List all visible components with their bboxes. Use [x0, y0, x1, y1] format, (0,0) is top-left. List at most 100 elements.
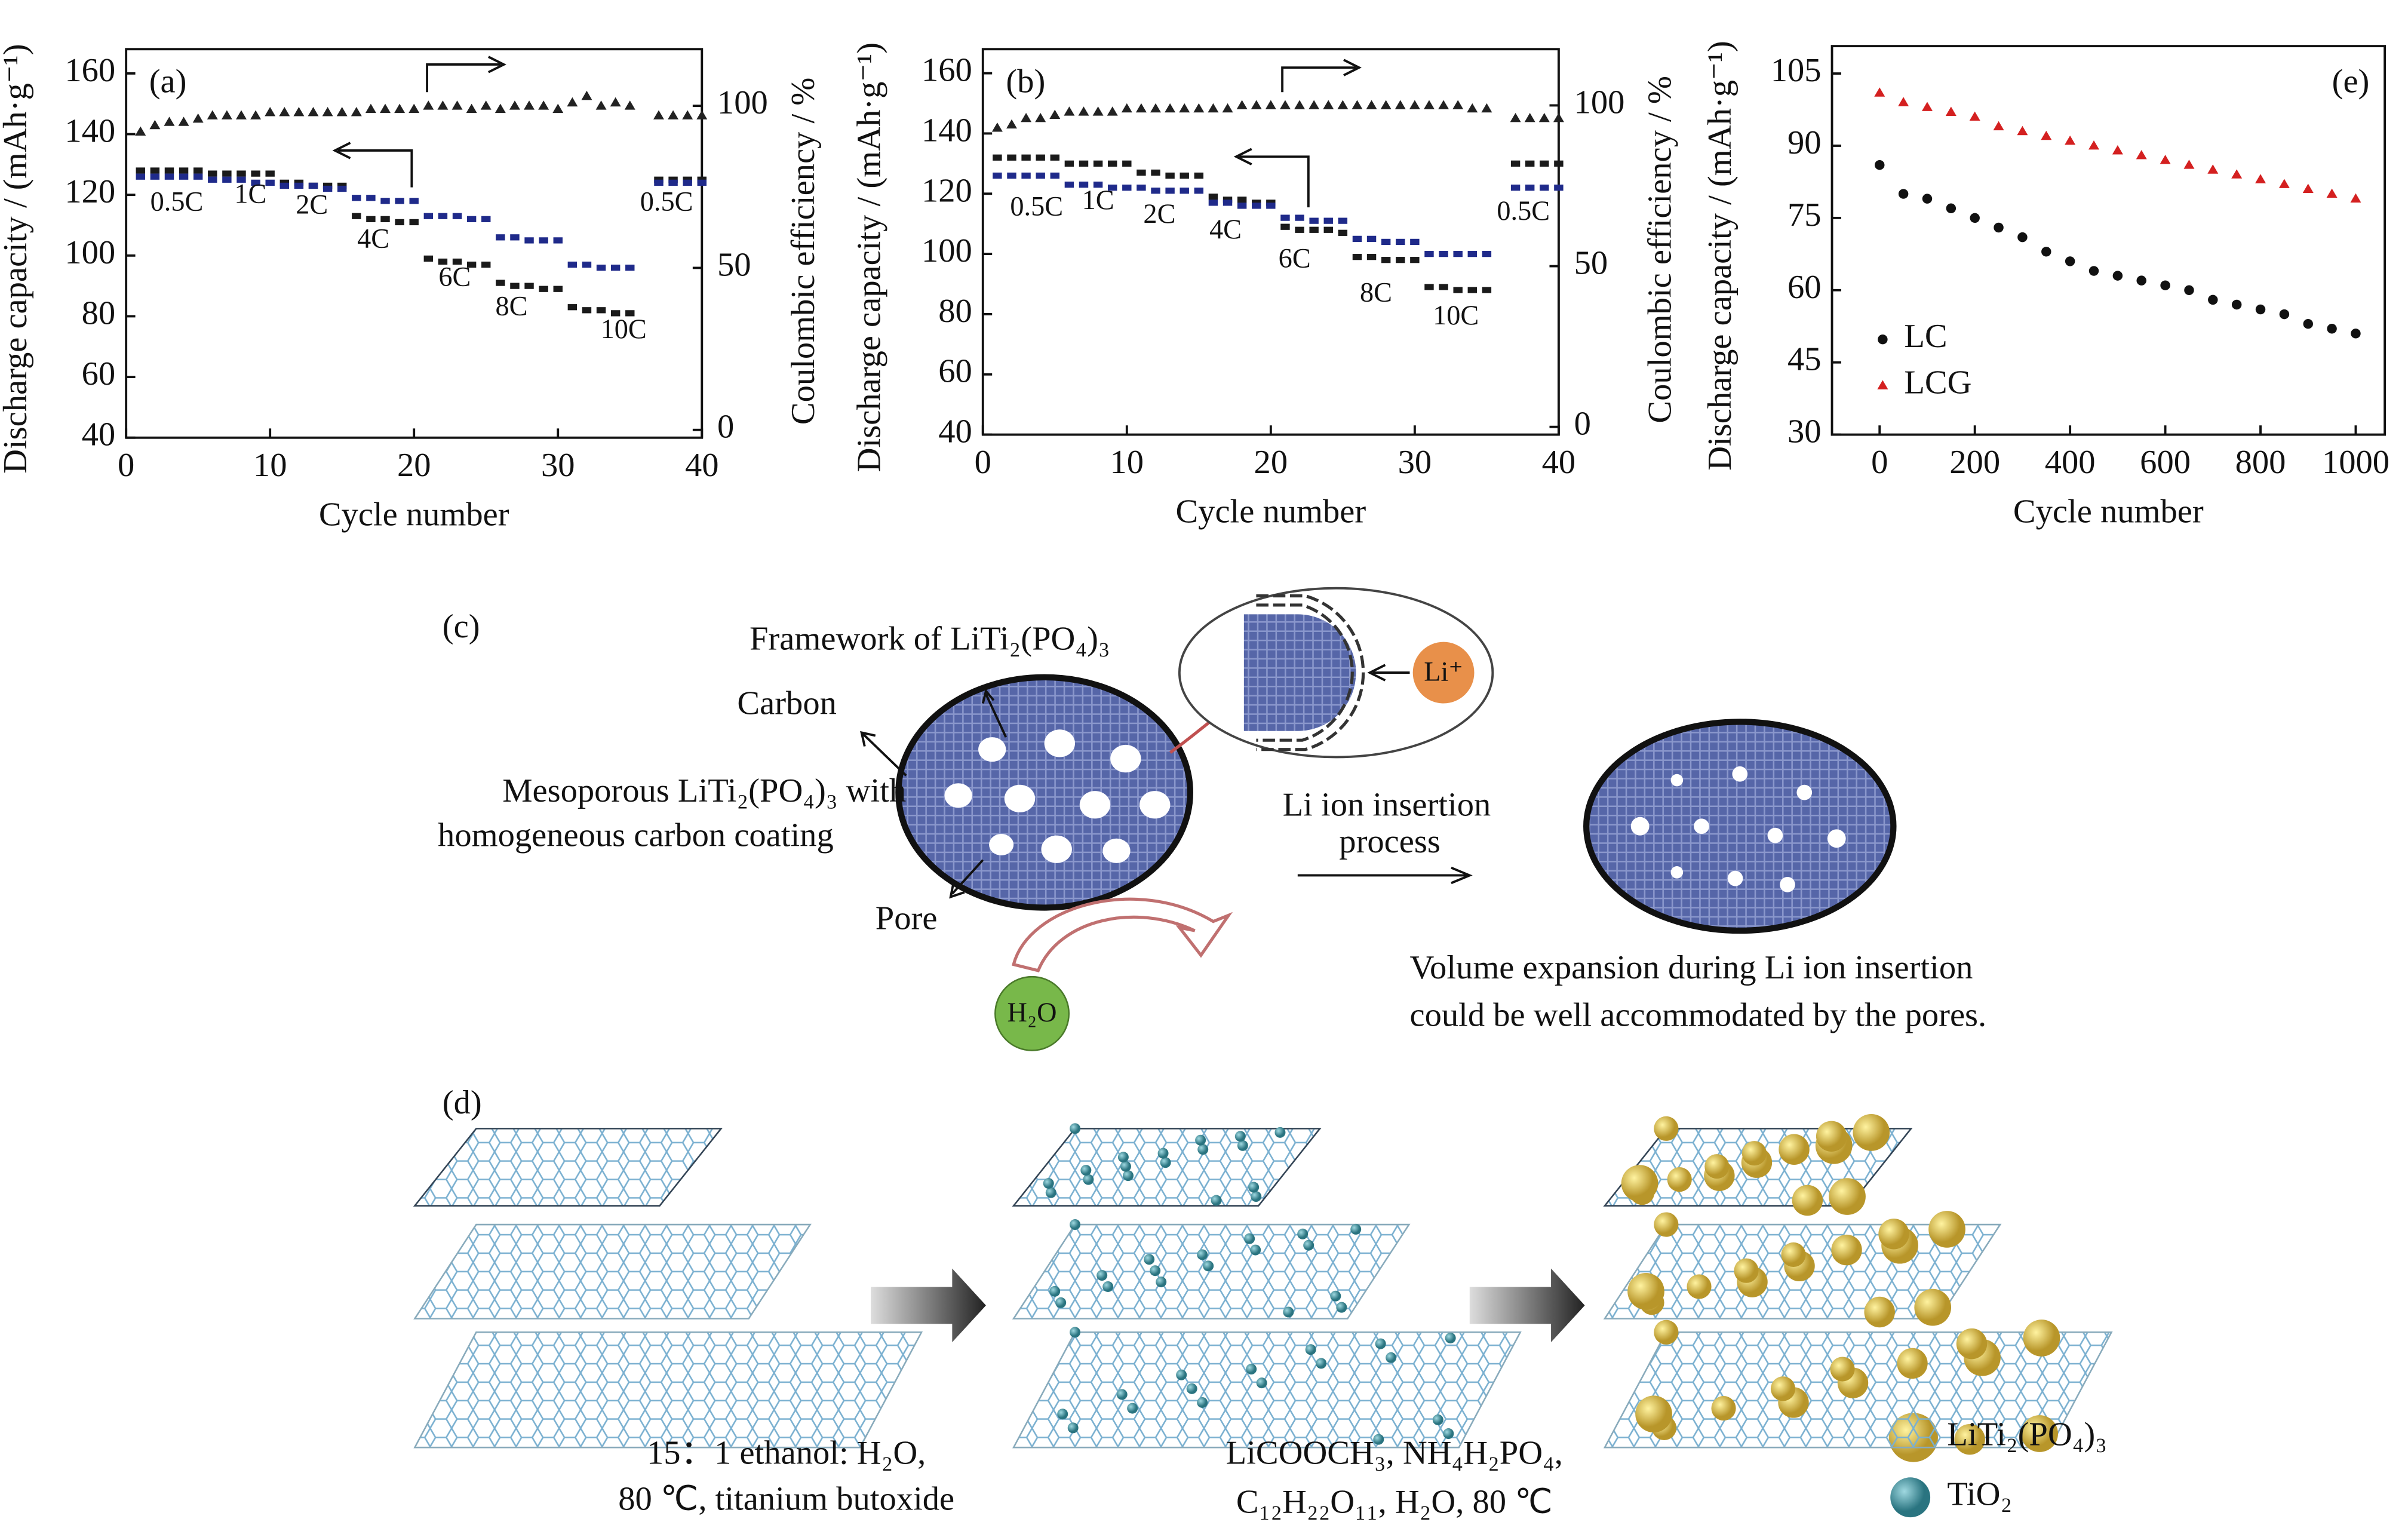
marker — [1309, 217, 1319, 224]
marker — [2017, 232, 2028, 243]
marker — [1036, 154, 1045, 161]
marker — [1295, 226, 1304, 233]
x-tick-label: 20 — [397, 447, 431, 484]
panel-label: (d) — [443, 1084, 482, 1121]
marker — [452, 213, 462, 219]
marker — [294, 182, 304, 189]
graphene-sheet — [1012, 1223, 1411, 1320]
label: Framework of LiTi₂(PO₄)₃ — [750, 621, 1110, 658]
particle — [1336, 1302, 1347, 1313]
marker — [222, 170, 232, 177]
rate-label: 1C — [1082, 185, 1114, 216]
marker — [1453, 287, 1463, 293]
marker — [539, 237, 548, 244]
particle — [1350, 1223, 1362, 1235]
marker — [1093, 182, 1103, 188]
marker — [1280, 214, 1290, 221]
marker — [610, 265, 621, 271]
marker — [352, 213, 361, 219]
marker — [596, 307, 606, 314]
marker — [610, 310, 621, 317]
particle — [1878, 1219, 1909, 1250]
y-tick-label: 45 — [1787, 341, 1822, 378]
marker — [494, 103, 506, 113]
label: Mesoporous LiTi₂(PO₄)₃ with — [502, 772, 906, 809]
particle — [1432, 1414, 1443, 1425]
marker — [452, 258, 462, 265]
x-tick-label: 0 — [975, 444, 991, 481]
marker — [1064, 182, 1074, 188]
marker — [1107, 160, 1117, 167]
marker — [1122, 160, 1132, 167]
marker — [250, 110, 262, 119]
particle — [1914, 1288, 1952, 1326]
label: H₂O — [1008, 998, 1057, 1028]
particle — [1250, 1244, 1261, 1256]
particle — [1237, 1140, 1248, 1151]
marker — [1208, 194, 1218, 200]
plot-frame — [1830, 45, 2386, 436]
marker — [2207, 164, 2219, 174]
marker — [279, 107, 290, 116]
marker — [1165, 188, 1175, 194]
marker — [366, 195, 376, 201]
marker — [1424, 250, 1434, 257]
particle — [1283, 1306, 1294, 1318]
marker — [222, 176, 232, 183]
marker — [625, 265, 635, 271]
marker — [1452, 100, 1464, 109]
particle — [1687, 1274, 1712, 1299]
marker — [365, 103, 376, 113]
marker — [336, 107, 348, 116]
chart: 0 10 20 30 40 40 60 80 100 120 140 160 0 50 100 Cycle n… — [0, 44, 822, 533]
particle — [1711, 1396, 1736, 1421]
x-tick-label: 30 — [1398, 444, 1432, 481]
marker — [2351, 329, 2361, 339]
particle — [1770, 1376, 1796, 1401]
particle — [1248, 1182, 1260, 1193]
marker — [1180, 172, 1189, 179]
rate-label: 2C — [296, 190, 328, 220]
particle — [1203, 1260, 1214, 1272]
y2-tick-label: 0 — [717, 409, 734, 446]
marker — [1481, 103, 1492, 113]
marker — [1396, 257, 1405, 263]
marker — [1424, 284, 1434, 290]
marker — [1165, 172, 1175, 179]
particle — [1043, 1178, 1054, 1189]
marker — [2303, 318, 2313, 329]
marker — [150, 167, 160, 174]
particle — [1160, 1157, 1171, 1168]
marker — [1409, 100, 1420, 109]
marker — [1007, 172, 1016, 179]
marker — [1121, 103, 1132, 113]
marker — [1510, 185, 1521, 191]
marker — [582, 307, 592, 314]
marker — [2041, 130, 2052, 140]
y-tick-label: 90 — [1787, 124, 1822, 161]
marker — [1352, 235, 1362, 243]
particle — [1375, 1338, 1386, 1349]
particle — [1116, 1389, 1128, 1400]
legend-marker — [1877, 380, 1888, 389]
marker — [1064, 106, 1075, 116]
graphene-sheet — [413, 1331, 923, 1449]
marker — [1323, 100, 1334, 109]
marker — [991, 122, 1003, 132]
marker — [322, 107, 333, 116]
marker — [567, 261, 578, 268]
particle — [1157, 1147, 1169, 1159]
pores — [944, 729, 1171, 863]
marker — [1482, 287, 1492, 293]
rate-label: 8C — [495, 291, 527, 321]
x-tick-label: 40 — [1542, 444, 1576, 481]
particle — [1779, 1134, 1810, 1165]
y-axis-label: Discharge capacity / (mAh·g⁻¹) — [1701, 41, 1739, 470]
marker — [1453, 250, 1463, 257]
marker — [682, 110, 693, 119]
marker — [496, 280, 505, 286]
panel-label: (c) — [443, 608, 480, 645]
rate-label: 6C — [438, 262, 471, 293]
particle — [1297, 1228, 1309, 1239]
marker — [2231, 169, 2243, 179]
